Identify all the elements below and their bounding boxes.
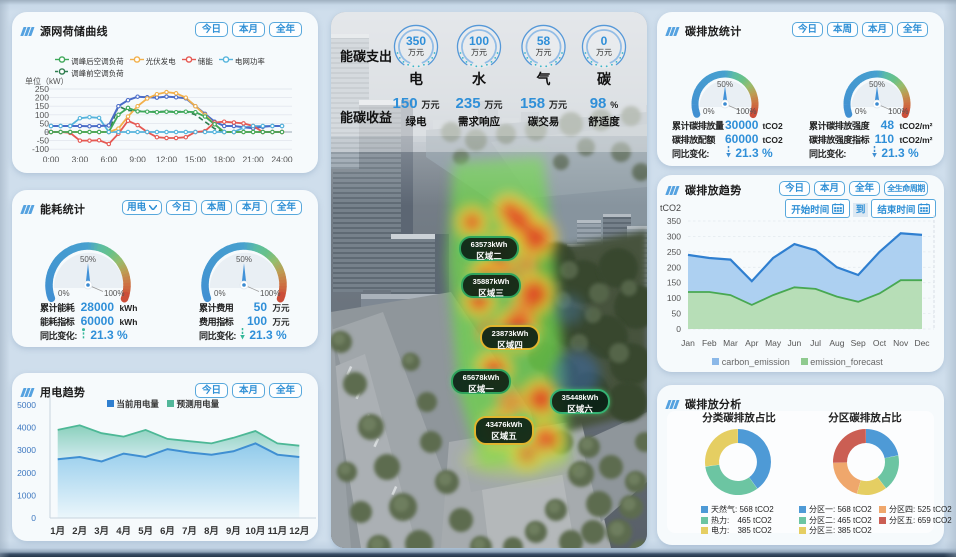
svg-text:24:00: 24:00 (271, 155, 293, 162)
svg-text:10月: 10月 (245, 526, 265, 537)
svg-text:Aug: Aug (829, 338, 844, 348)
svg-text:3000: 3000 (17, 445, 36, 455)
svg-text:May: May (765, 338, 782, 348)
svg-text:6月: 6月 (160, 526, 175, 537)
svg-text:-100: -100 (32, 144, 49, 154)
svg-text:0: 0 (676, 324, 681, 334)
svg-text:万元: 万元 (408, 48, 424, 57)
svg-text:12:00: 12:00 (156, 155, 178, 162)
svg-text:4000: 4000 (17, 423, 36, 433)
svg-text:万元: 万元 (536, 48, 552, 57)
svg-text:150: 150 (667, 278, 681, 288)
svg-text:9月: 9月 (226, 526, 241, 537)
svg-text:50%: 50% (869, 80, 885, 89)
svg-text:50%: 50% (717, 80, 733, 89)
svg-text:100%: 100% (260, 289, 280, 298)
svg-text:Sep: Sep (851, 338, 866, 348)
svg-text:6:00: 6:00 (101, 155, 118, 162)
svg-text:18:00: 18:00 (214, 155, 236, 162)
svg-text:0%: 0% (214, 289, 226, 298)
svg-text:100: 100 (35, 110, 49, 120)
svg-text:0: 0 (31, 513, 36, 523)
svg-text:21:00: 21:00 (242, 155, 264, 162)
svg-text:Dec: Dec (914, 338, 930, 348)
svg-text:150: 150 (35, 101, 49, 111)
svg-text:Jun: Jun (788, 338, 802, 348)
svg-text:5000: 5000 (17, 400, 36, 410)
svg-text:Jul: Jul (810, 338, 821, 348)
svg-text:7月: 7月 (182, 526, 197, 537)
svg-text:1000: 1000 (17, 490, 36, 500)
svg-text:2000: 2000 (17, 468, 36, 478)
svg-text:100%: 100% (736, 107, 756, 116)
svg-text:50: 50 (40, 118, 50, 128)
svg-text:50%: 50% (80, 255, 96, 264)
svg-text:Feb: Feb (702, 338, 717, 348)
svg-text:1月: 1月 (50, 526, 65, 537)
svg-text:万元: 万元 (471, 48, 487, 57)
svg-text:8月: 8月 (204, 526, 219, 537)
svg-text:350: 350 (667, 216, 681, 226)
svg-text:200: 200 (667, 262, 681, 272)
svg-text:0%: 0% (58, 289, 70, 298)
svg-text:250: 250 (35, 84, 49, 94)
svg-text:0:00: 0:00 (43, 155, 60, 162)
svg-text:2月: 2月 (72, 526, 87, 537)
svg-text:万元: 万元 (596, 48, 612, 57)
svg-text:11月: 11月 (268, 526, 288, 537)
svg-text:0: 0 (44, 127, 49, 137)
svg-text:200: 200 (35, 93, 49, 103)
svg-text:100%: 100% (888, 107, 908, 116)
svg-text:5月: 5月 (138, 526, 153, 537)
svg-text:Oct: Oct (873, 338, 887, 348)
svg-text:Jan: Jan (681, 338, 695, 348)
svg-text:12月: 12月 (289, 526, 309, 537)
svg-text:4月: 4月 (116, 526, 131, 537)
svg-text:3月: 3月 (94, 526, 109, 537)
svg-text:300: 300 (667, 231, 681, 241)
svg-text:9:00: 9:00 (129, 155, 146, 162)
svg-text:3:00: 3:00 (72, 155, 89, 162)
svg-text:50%: 50% (236, 255, 252, 264)
svg-text:50: 50 (672, 309, 682, 319)
svg-text:0: 0 (601, 34, 608, 48)
svg-text:100: 100 (469, 34, 489, 48)
svg-text:Nov: Nov (893, 338, 909, 348)
svg-text:100%: 100% (104, 289, 124, 298)
svg-text:Mar: Mar (723, 338, 738, 348)
svg-text:Apr: Apr (745, 338, 758, 348)
svg-text:0%: 0% (703, 107, 715, 116)
svg-text:15:00: 15:00 (185, 155, 207, 162)
svg-text:0%: 0% (855, 107, 867, 116)
svg-text:250: 250 (667, 247, 681, 257)
svg-text:58: 58 (537, 34, 551, 48)
svg-text:100: 100 (667, 293, 681, 303)
svg-text:-50: -50 (37, 136, 50, 146)
svg-text:350: 350 (406, 34, 426, 48)
